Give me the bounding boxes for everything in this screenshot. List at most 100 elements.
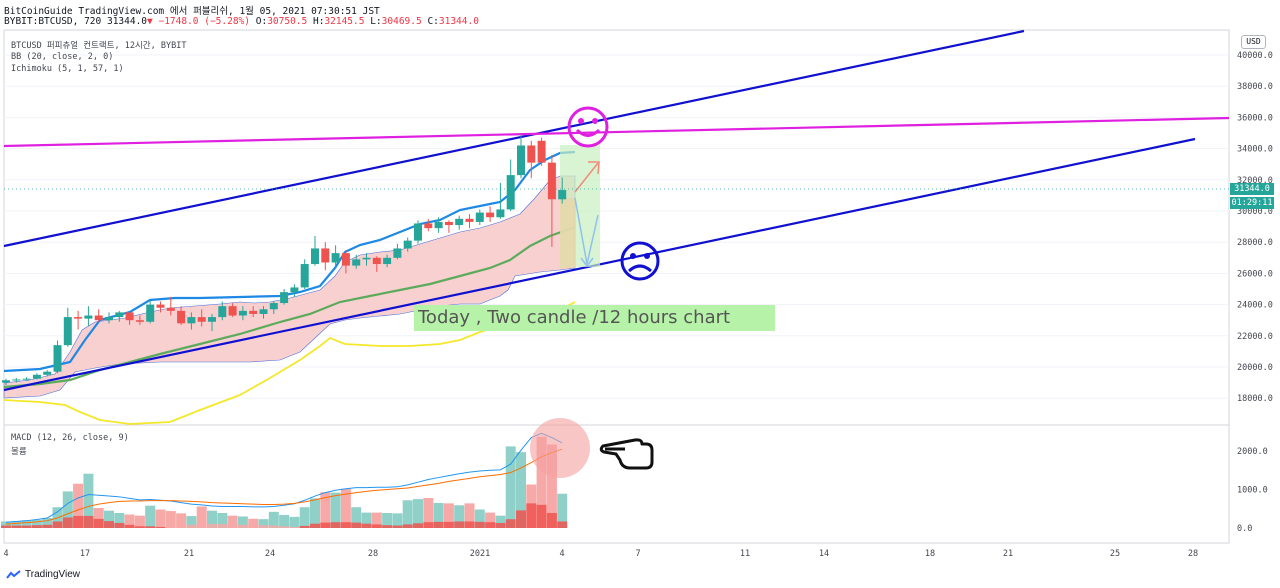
candle-body xyxy=(146,304,155,322)
candle-body xyxy=(84,315,93,319)
volume-bar xyxy=(320,492,331,528)
volume-bar xyxy=(124,514,135,528)
macd-histogram-bar xyxy=(186,524,197,528)
candle-body xyxy=(352,259,361,266)
volume-bar xyxy=(134,515,145,528)
candle-body xyxy=(32,374,41,379)
volume-bar xyxy=(423,497,434,528)
volume-bar xyxy=(382,512,393,528)
candle-body xyxy=(12,379,21,381)
volume-bars xyxy=(1,436,568,528)
time-tick-label: 24 xyxy=(265,549,275,559)
candle-body xyxy=(74,317,83,319)
macd-line xyxy=(5,432,563,523)
volume-bar xyxy=(443,503,454,528)
macd-histogram-bar xyxy=(21,525,32,528)
volume-bar xyxy=(31,519,42,528)
macd-histogram-bar xyxy=(454,521,465,528)
macd-histogram-bar xyxy=(310,523,320,528)
volume-bar xyxy=(93,507,104,528)
macd-histogram-bar xyxy=(83,515,94,528)
volume-bar xyxy=(268,511,279,528)
candle-body xyxy=(53,345,62,372)
bb-indicator-label[interactable]: BB (20, close, 2, 0) xyxy=(11,52,114,62)
volume-indicator-label[interactable]: 볼륨 xyxy=(11,447,27,457)
candle-body xyxy=(558,190,567,200)
macd-indicator-label[interactable]: MACD (12, 26, close, 9) xyxy=(11,433,129,443)
volume-bar xyxy=(145,505,156,528)
macd-histogram-bar xyxy=(279,526,290,528)
macd-histogram-bar xyxy=(413,523,423,528)
volume-bar xyxy=(114,512,125,528)
candle-body xyxy=(156,304,165,308)
macd-histogram-bar xyxy=(526,503,537,528)
price-pane[interactable] xyxy=(3,29,1230,426)
candle-body xyxy=(269,303,278,310)
tradingview-logo[interactable]: TradingView xyxy=(6,569,80,580)
candle-body xyxy=(424,223,433,229)
macd-histogram-bar xyxy=(340,522,351,528)
candle-body xyxy=(486,212,495,218)
time-tick-label: 2021 xyxy=(470,549,490,559)
candle-body xyxy=(362,257,371,260)
macd-histogram-bar xyxy=(371,524,382,528)
candle-body xyxy=(414,223,422,241)
candle-body xyxy=(547,162,556,200)
macd-histogram-bar xyxy=(73,515,84,528)
macd-histogram-bar xyxy=(124,524,135,528)
volume-bar xyxy=(454,505,465,528)
candle-body xyxy=(115,312,124,318)
candle-body xyxy=(475,212,484,222)
macd-histogram-bar xyxy=(134,526,145,528)
candle-body xyxy=(455,218,464,226)
currency-button[interactable]: USD xyxy=(1241,35,1266,49)
macd-histogram-bar xyxy=(207,524,217,528)
macd-histogram-bar xyxy=(258,525,269,528)
symbol-title[interactable]: BTCUSD 퍼피츄얼 컨트랙트, 12시간, BYBIT xyxy=(11,41,187,51)
volume-bar xyxy=(217,512,228,528)
sad-face-icon xyxy=(620,241,660,281)
candle-body xyxy=(2,380,10,383)
time-tick-label: 4 xyxy=(559,549,564,559)
macd-highlight-circle xyxy=(530,418,590,478)
projection-arrow-up xyxy=(574,162,599,193)
macd-histogram-bar xyxy=(145,526,156,528)
volume-bar xyxy=(546,444,557,528)
macd-histogram-bar xyxy=(443,521,454,528)
tradingview-logo-icon xyxy=(6,569,21,579)
price-tick-label: 26000.0 xyxy=(1237,269,1273,279)
volume-bar xyxy=(196,506,207,528)
candle-body xyxy=(166,307,175,311)
volume-bar xyxy=(351,507,362,528)
macd-histogram-bar xyxy=(505,519,516,528)
volume-bar xyxy=(464,503,475,528)
projection-arrow-down-head xyxy=(580,257,594,268)
candles xyxy=(2,134,567,385)
volume-bar xyxy=(1,521,11,528)
volume-bar xyxy=(104,510,114,528)
low-value: 30469.5 xyxy=(381,16,422,27)
ichimoku-indicator-label[interactable]: Ichimoku (5, 1, 57, 1) xyxy=(11,64,124,74)
candle-body xyxy=(341,253,350,266)
candle-body xyxy=(125,312,134,321)
candle-body xyxy=(383,257,392,265)
volume-bar xyxy=(413,499,423,528)
macd-histogram-bar xyxy=(289,527,300,528)
volume-bar xyxy=(330,492,341,528)
macd-histogram-bar xyxy=(217,524,228,528)
macd-histogram-bar xyxy=(351,522,362,528)
macd-tick-label: 2000.0 xyxy=(1237,447,1268,457)
volume-bar xyxy=(371,512,382,528)
volume-bar xyxy=(340,488,351,528)
candle-body xyxy=(321,248,330,263)
volume-bar xyxy=(402,500,413,528)
candle-body xyxy=(187,317,196,324)
open-value: 30750.5 xyxy=(267,16,308,27)
candle-body xyxy=(228,306,237,316)
price-tick-label: 32000.0 xyxy=(1237,176,1273,186)
macd-histogram-bar xyxy=(320,522,331,528)
price-tick-label: 30000.0 xyxy=(1237,207,1273,217)
time-tick-label: 28 xyxy=(1188,549,1198,559)
macd-histogram-bar xyxy=(196,524,207,528)
